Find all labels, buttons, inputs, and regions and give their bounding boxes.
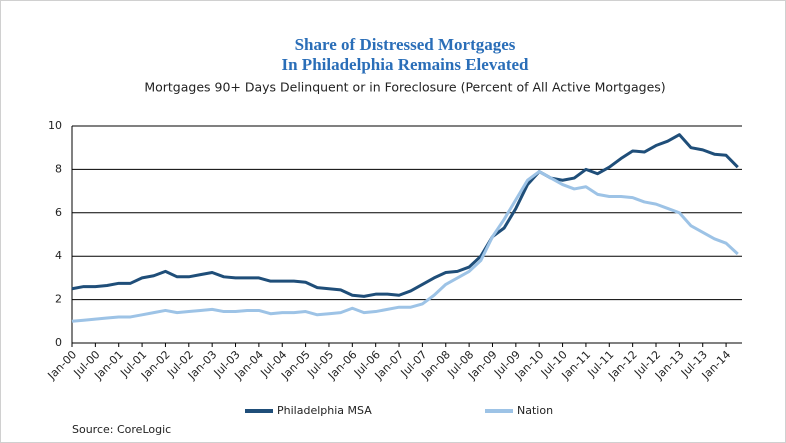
source: Source: CoreLogic [72,423,171,436]
y-tick-label: 6 [55,206,62,219]
legend-label: Philadelphia MSA [277,404,372,417]
series-line [71,133,739,298]
y-tick-label: 8 [55,162,62,175]
chart-subtitle: Mortgages 90+ Days Delinquent or in Fore… [144,80,665,95]
legend-label: Nation [517,404,553,417]
y-tick-label: 10 [48,119,62,132]
y-tick-label: 0 [55,336,62,349]
chart-title: Share of Distressed Mortgages [295,35,516,54]
y-tick-label: 4 [55,249,62,262]
chart-title: In Philadelphia Remains Elevated [281,55,529,74]
series-line [71,170,739,323]
y-tick-label: 2 [55,293,62,306]
